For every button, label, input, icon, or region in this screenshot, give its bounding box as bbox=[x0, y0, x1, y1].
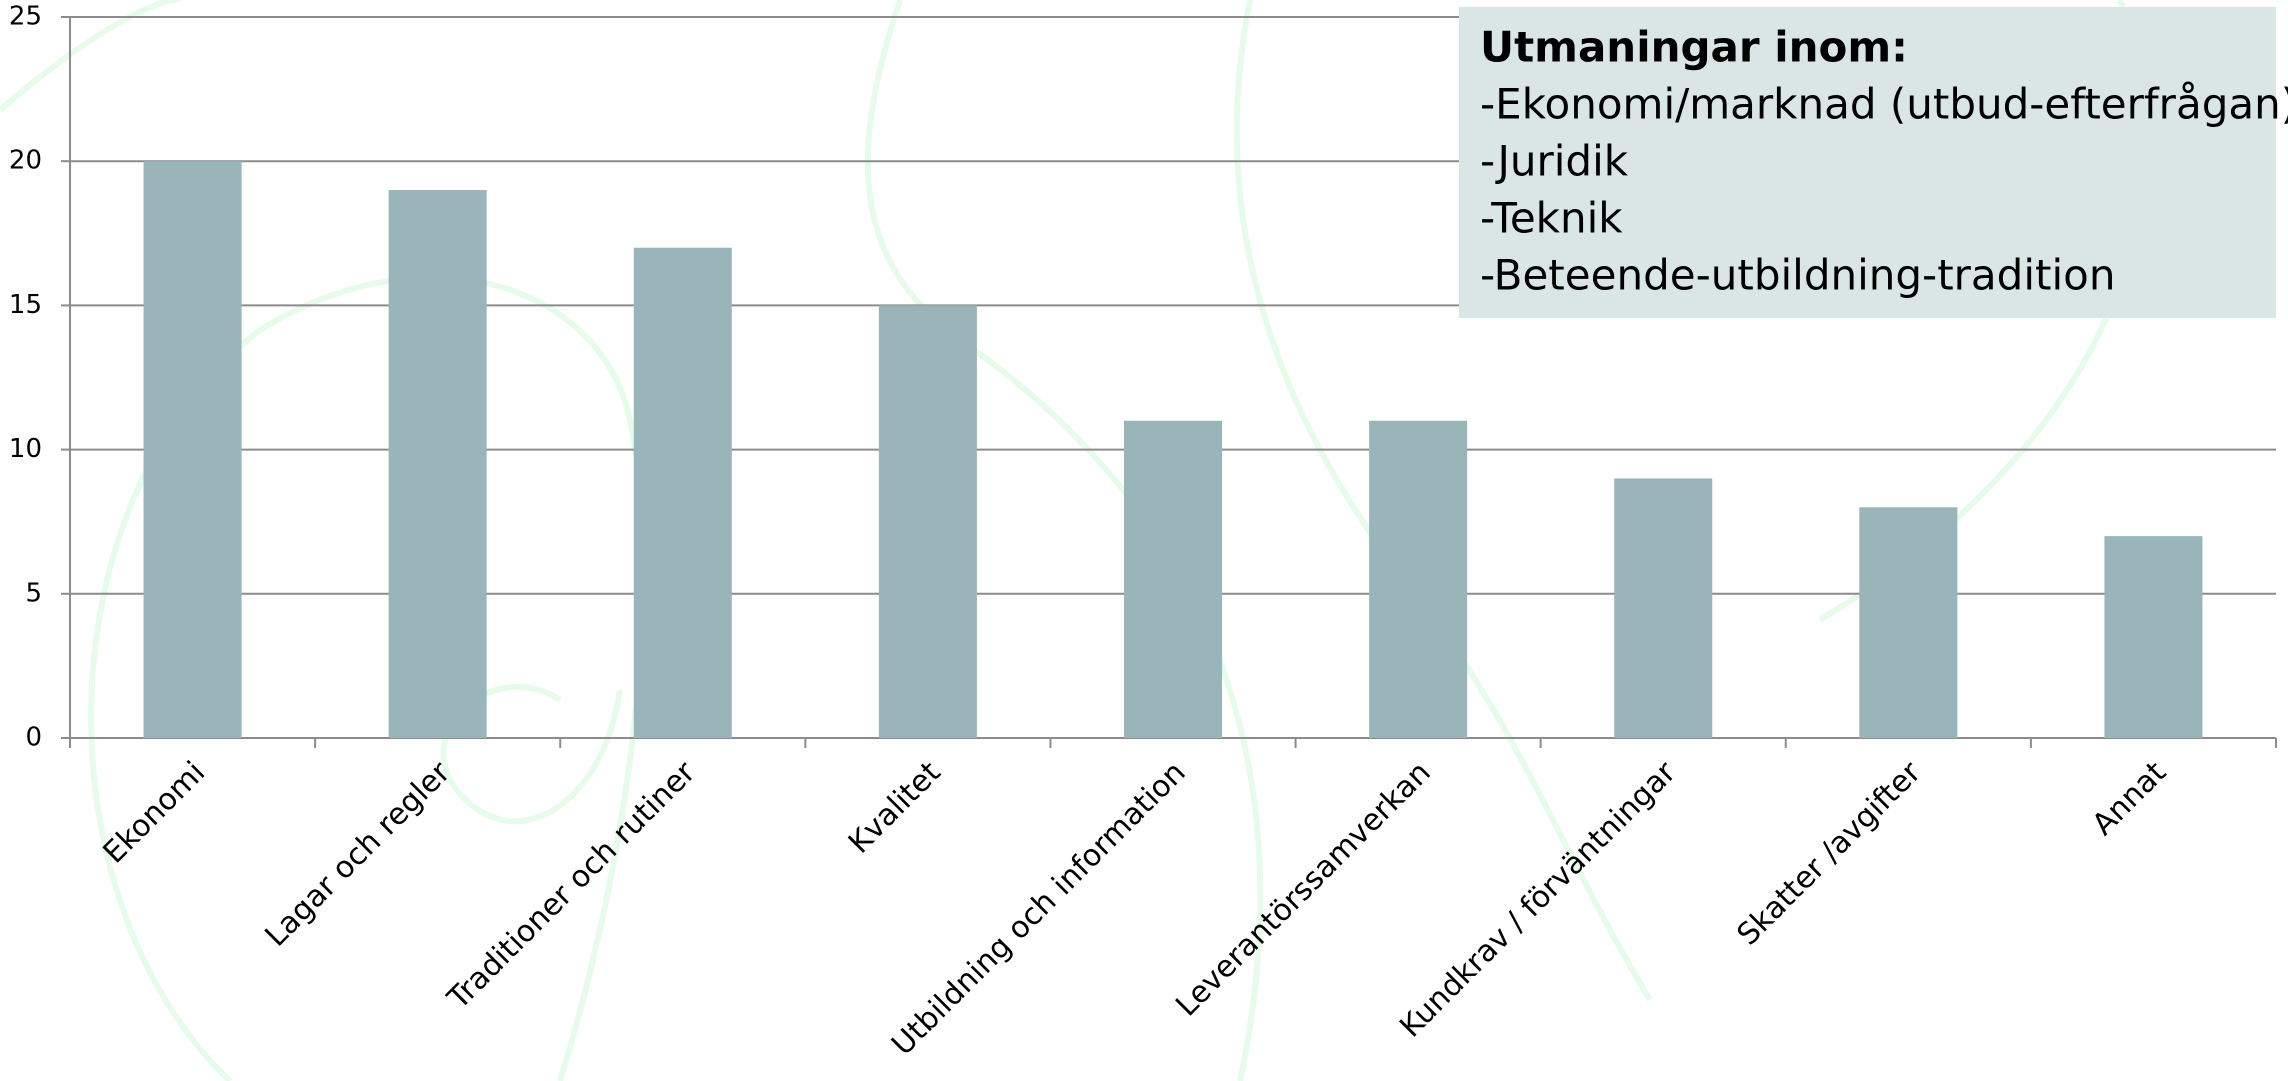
bar bbox=[388, 190, 487, 739]
x-tick-label: Kvalitet bbox=[842, 755, 948, 861]
x-tick-label: Ekonomi bbox=[97, 755, 213, 871]
y-tick-label: 25 bbox=[9, 2, 42, 32]
annotation-line: -Beteende-utbildning-tradition bbox=[1480, 251, 2115, 300]
bar bbox=[1614, 478, 1713, 738]
bar bbox=[2104, 536, 2203, 738]
bar bbox=[143, 161, 242, 738]
x-tick-label: Lagar och regler bbox=[259, 754, 458, 953]
bar bbox=[1123, 420, 1223, 738]
y-tick-label: 15 bbox=[9, 290, 42, 320]
annotation-title: Utmaningar inom: bbox=[1480, 23, 1908, 72]
annotation-line: -Juridik bbox=[1480, 137, 1629, 186]
y-tick-label: 10 bbox=[9, 434, 42, 464]
annotation-line: -Teknik bbox=[1480, 194, 1623, 243]
annotation-box: Utmaningar inom: -Ekonomi/marknad (utbud… bbox=[1459, 7, 2288, 318]
bars bbox=[143, 161, 2203, 739]
annotation-line: -Ekonomi/marknad (utbud-efterfrågan) bbox=[1480, 80, 2288, 129]
x-tick-label: Annat bbox=[2086, 755, 2174, 843]
y-tick-label: 5 bbox=[25, 578, 42, 608]
bar bbox=[878, 305, 977, 738]
y-tick-label: 0 bbox=[25, 723, 42, 753]
bar bbox=[1859, 507, 1958, 738]
x-tick-label: Skatter /avgifter bbox=[1730, 754, 1928, 952]
y-tick-label: 20 bbox=[9, 146, 42, 176]
x-tick-label: Utbildning och information bbox=[885, 755, 1193, 1063]
bar bbox=[633, 247, 732, 738]
annotation-background bbox=[1459, 7, 2276, 318]
x-tick-label: Leverantörssamverkan bbox=[1169, 755, 1437, 1023]
bar bbox=[1369, 420, 1468, 738]
